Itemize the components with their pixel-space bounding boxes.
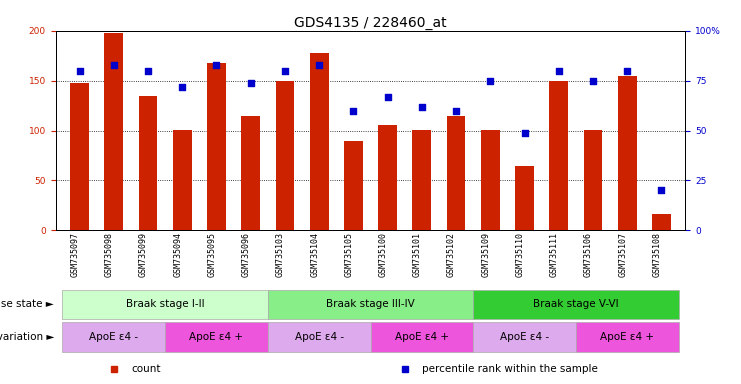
Text: Braak stage I-II: Braak stage I-II	[126, 299, 205, 310]
Bar	[104, 33, 123, 230]
Bar	[370, 322, 473, 352]
Text: ApoE ε4 -: ApoE ε4 -	[500, 332, 549, 342]
Bar	[268, 322, 370, 352]
Text: GSM735104: GSM735104	[310, 232, 319, 277]
Bar	[165, 322, 268, 352]
Text: ApoE ε4 +: ApoE ε4 +	[395, 332, 449, 342]
Point	[210, 61, 222, 68]
Bar	[447, 116, 465, 230]
Point	[416, 104, 428, 110]
Bar	[268, 290, 473, 319]
Text: GSM735098: GSM735098	[104, 232, 114, 277]
Bar	[515, 166, 534, 230]
Text: Braak stage III-IV: Braak stage III-IV	[326, 299, 415, 310]
Text: GSM735111: GSM735111	[550, 232, 559, 277]
Text: GSM735109: GSM735109	[482, 232, 491, 277]
Point	[313, 61, 325, 68]
Bar	[242, 116, 260, 230]
Text: GSM735103: GSM735103	[276, 232, 285, 277]
Text: ApoE ε4 -: ApoE ε4 -	[295, 332, 344, 342]
Text: Braak stage V-VI: Braak stage V-VI	[533, 299, 619, 310]
Point	[485, 78, 496, 84]
Text: GSM735105: GSM735105	[345, 232, 353, 277]
Point	[450, 108, 462, 114]
Point	[382, 94, 393, 100]
Point	[553, 68, 565, 74]
Bar	[62, 290, 268, 319]
Text: count: count	[131, 364, 160, 374]
Bar	[139, 96, 157, 230]
Text: GSM735099: GSM735099	[139, 232, 148, 277]
Bar	[481, 129, 499, 230]
Text: GSM735102: GSM735102	[447, 232, 456, 277]
Title: GDS4135 / 228460_at: GDS4135 / 228460_at	[294, 16, 447, 30]
Text: genotype/variation ►: genotype/variation ►	[0, 332, 54, 342]
Text: GSM735106: GSM735106	[584, 232, 593, 277]
Text: percentile rank within the sample: percentile rank within the sample	[422, 364, 598, 374]
Bar	[70, 83, 89, 230]
Bar	[549, 81, 568, 230]
Bar	[413, 129, 431, 230]
Bar	[473, 290, 679, 319]
Bar	[173, 129, 192, 230]
Bar	[576, 322, 679, 352]
Point	[587, 78, 599, 84]
Text: ApoE ε4 -: ApoE ε4 -	[89, 332, 139, 342]
Bar	[62, 322, 165, 352]
Point	[176, 84, 188, 90]
Bar	[618, 76, 637, 230]
Bar	[207, 63, 226, 230]
Bar	[378, 124, 397, 230]
Text: GSM735096: GSM735096	[242, 232, 250, 277]
Bar	[584, 129, 602, 230]
Point	[621, 68, 633, 74]
Bar	[276, 81, 294, 230]
Text: disease state ►: disease state ►	[0, 299, 54, 310]
Text: GSM735094: GSM735094	[173, 232, 182, 277]
Point	[279, 68, 291, 74]
Point	[73, 68, 85, 74]
Bar	[310, 53, 328, 230]
Text: GSM735107: GSM735107	[618, 232, 627, 277]
Text: ApoE ε4 +: ApoE ε4 +	[600, 332, 654, 342]
Text: GSM735100: GSM735100	[379, 232, 388, 277]
Text: GSM735108: GSM735108	[653, 232, 662, 277]
Text: GSM735110: GSM735110	[516, 232, 525, 277]
Point	[245, 79, 256, 86]
Text: GSM735095: GSM735095	[207, 232, 216, 277]
Point	[656, 187, 668, 194]
Text: GSM735097: GSM735097	[70, 232, 79, 277]
Bar	[473, 322, 576, 352]
Text: GSM735101: GSM735101	[413, 232, 422, 277]
Bar	[652, 214, 671, 230]
Point	[108, 61, 120, 68]
Text: ApoE ε4 +: ApoE ε4 +	[190, 332, 244, 342]
Bar	[344, 141, 363, 230]
Point	[519, 129, 531, 136]
Point	[142, 68, 154, 74]
Point	[348, 108, 359, 114]
